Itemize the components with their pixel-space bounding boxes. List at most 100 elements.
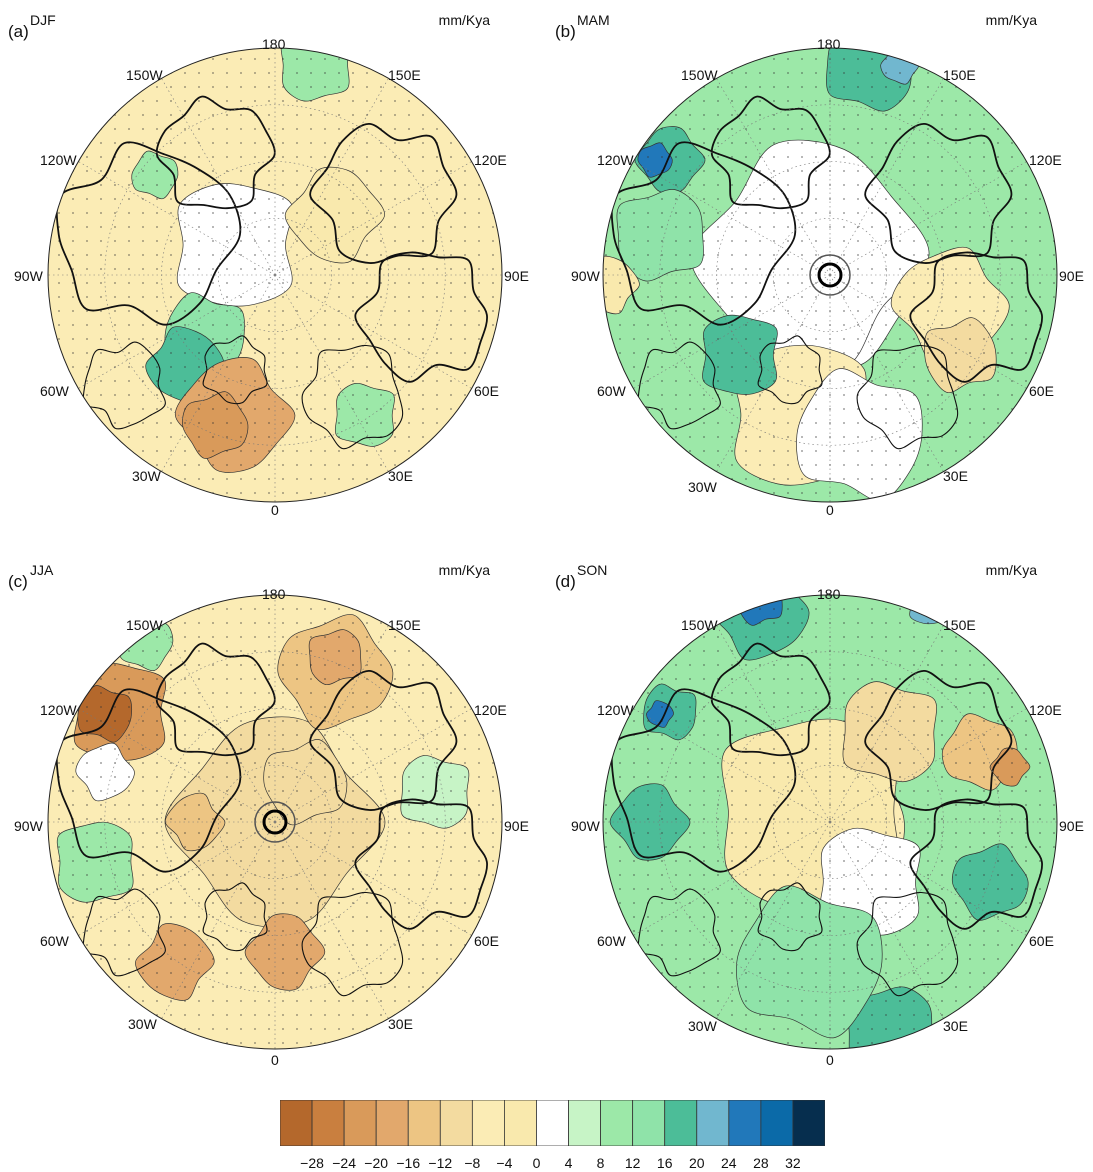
colorbar-swatch <box>696 1100 730 1146</box>
colorbar-swatch <box>632 1100 666 1146</box>
coastline <box>301 891 404 997</box>
panel-a: (a) DJF mm/Kya 180 150W 150E 120W 120E 9… <box>0 0 546 550</box>
panel-b: (b) MAM mm/Kya 180 150W 150E 120W 120E 9… <box>547 0 1093 550</box>
lon-label-30w: 30W <box>688 1018 717 1034</box>
colorbar-tick-label: −28 <box>300 1155 324 1171</box>
panel-c: (c) JJA mm/Kya 180 150W 150E 120W 120E 9… <box>0 550 546 1100</box>
lon-label-60e: 60E <box>1029 383 1054 399</box>
meridian-line <box>78 274 276 389</box>
lon-label-60w: 60W <box>597 383 626 399</box>
season-title: MAM <box>577 12 610 28</box>
coastline <box>856 891 959 997</box>
lon-label-120e: 120E <box>474 152 507 168</box>
lon-label-120w: 120W <box>597 152 634 168</box>
meridian-line <box>274 161 472 276</box>
colorbar-tick-label: 24 <box>721 1155 737 1171</box>
lon-label-60w: 60W <box>40 383 69 399</box>
polar-map-a <box>47 47 503 503</box>
coastline <box>610 141 797 326</box>
meridian-line <box>274 821 389 1019</box>
colorbar-tick-label: −12 <box>428 1155 453 1171</box>
season-title: JJA <box>30 562 54 578</box>
unit-label: mm/Kya <box>438 562 490 578</box>
colorbar-swatch <box>343 1100 377 1146</box>
lon-label-120w: 120W <box>40 152 77 168</box>
lon-label-60w: 60W <box>40 933 69 949</box>
lon-label-180: 180 <box>817 586 841 602</box>
lon-label-90w: 90W <box>571 268 600 284</box>
coastline <box>202 882 268 952</box>
coastline <box>309 669 458 811</box>
latitude-circle <box>772 217 888 333</box>
panel-label: (d) <box>555 572 576 591</box>
season-title: SON <box>577 562 608 578</box>
coastline <box>202 335 268 405</box>
lon-label-90e: 90E <box>504 818 529 834</box>
colorbar-swatch <box>536 1100 569 1146</box>
coastline <box>710 95 831 210</box>
meridian-line <box>829 274 944 472</box>
colorbar-tick-label: −20 <box>364 1155 389 1171</box>
lon-label-150w: 150W <box>681 617 718 633</box>
lon-label-120w: 120W <box>597 702 634 718</box>
lon-label-180: 180 <box>817 36 841 52</box>
coastline <box>909 251 1043 383</box>
unit-label: mm/Kya <box>438 12 490 28</box>
coastline <box>301 344 404 450</box>
colorbar-swatch <box>792 1100 825 1146</box>
coastline <box>55 688 242 873</box>
coastline <box>155 95 276 210</box>
coastline <box>757 882 823 952</box>
meridian-line <box>78 708 276 823</box>
coastline <box>856 344 959 450</box>
meridian-line <box>716 274 831 472</box>
colorbar-tick-label: 28 <box>753 1155 769 1171</box>
lon-label-150e: 150E <box>388 67 421 83</box>
lon-label-150e: 150E <box>943 67 976 83</box>
colorbar-swatch <box>280 1100 313 1146</box>
coastline <box>864 669 1013 811</box>
coastline <box>757 335 823 405</box>
graticule <box>603 595 1057 1049</box>
meridian-line <box>829 821 1027 936</box>
coastline <box>637 888 721 977</box>
coastline <box>637 341 721 430</box>
lon-label-60w: 60W <box>597 933 626 949</box>
panel-d: (d) SON mm/Kya 180 150W 150E 120W 120E 9… <box>547 550 1093 1100</box>
coastline <box>710 642 831 757</box>
latitude-circle <box>659 651 1001 993</box>
map-border <box>602 594 1058 1050</box>
meridian-line <box>829 161 1027 276</box>
colorbar-swatch <box>728 1100 762 1146</box>
lon-label-180: 180 <box>262 36 286 52</box>
lon-label-150e: 150E <box>388 617 421 633</box>
colorbar-swatch <box>407 1100 441 1146</box>
colorbar-tick-label: 32 <box>785 1155 801 1171</box>
season-title: DJF <box>30 12 56 28</box>
colorbar-tick-label: 8 <box>596 1155 605 1171</box>
meridian-line <box>716 78 831 276</box>
colorbar-swatch <box>471 1100 505 1146</box>
latitude-circle <box>772 764 888 880</box>
meridian-line <box>633 274 831 389</box>
lon-label-150w: 150W <box>681 67 718 83</box>
meridian-line <box>829 274 1027 389</box>
map-border <box>47 594 503 1050</box>
unit-label: mm/Kya <box>985 12 1037 28</box>
meridian-line <box>633 161 831 276</box>
coastline <box>155 642 276 757</box>
lon-label-60e: 60E <box>474 933 499 949</box>
latitude-circle <box>217 217 333 333</box>
unit-label: mm/Kya <box>985 562 1037 578</box>
colorbar-tick-label: −8 <box>464 1155 481 1171</box>
meridian-line <box>716 821 831 1019</box>
meridian-line <box>829 708 1027 823</box>
colorbar-swatch <box>375 1100 409 1146</box>
meridian-line <box>274 274 472 389</box>
meridian-line <box>829 821 944 1019</box>
lon-label-30e: 30E <box>943 468 968 484</box>
graticule <box>603 48 1057 502</box>
coastline <box>354 798 488 930</box>
meridian-line <box>633 708 831 823</box>
meridian-line <box>161 625 276 823</box>
